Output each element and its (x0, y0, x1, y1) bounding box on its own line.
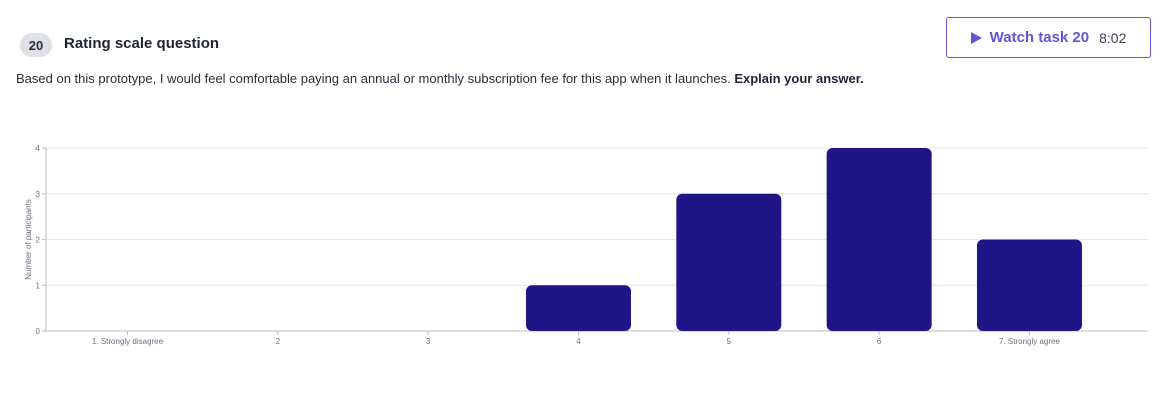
y-tick-label: 1 (36, 281, 41, 290)
x-tick-label: 1. Strongly disagree (92, 337, 164, 346)
rating-bar-chart: 0 1 2 3 4 1. Strongly disagree 2 3 4 5 6 7. Strong… (24, 144, 1148, 346)
play-icon (970, 31, 982, 44)
y-tick-label: 0 (36, 327, 41, 336)
y-tick-label: 2 (36, 236, 41, 245)
question-emphasis: Explain your answer. (734, 71, 864, 86)
watch-task-duration: 8:02 (1099, 29, 1127, 46)
bar (676, 193, 782, 331)
bar (976, 239, 1082, 331)
bars (525, 148, 1082, 331)
bar (826, 148, 932, 331)
question-text: Based on this prototype, I would feel co… (16, 71, 731, 86)
question-text-line: Based on this prototype, I would feel co… (16, 71, 864, 86)
x-tick-label: 2 (276, 337, 281, 346)
x-tick-label: 4 (576, 337, 581, 346)
watch-task-label: Watch task 20 (989, 29, 1090, 46)
bar (525, 285, 631, 331)
x-tick-label: 3 (426, 337, 431, 346)
y-tick-label: 3 (36, 190, 41, 199)
question-number-badge: 20 (20, 33, 52, 57)
x-tick-label: 5 (727, 337, 732, 346)
x-tick-label: 7. Strongly agree (999, 337, 1060, 346)
y-axis-label: Number of participants (24, 199, 33, 279)
question-type-title: Rating scale question (64, 35, 220, 52)
y-tick-labels: 0 1 2 3 4 (36, 144, 41, 336)
y-tick-label: 4 (36, 144, 41, 153)
x-tick-label: 6 (877, 337, 882, 346)
x-tick-labels: 1. Strongly disagree 2 3 4 5 6 7. Strongly agr… (92, 337, 1061, 346)
watch-task-button[interactable]: Watch task 20 8:02 (946, 17, 1151, 58)
